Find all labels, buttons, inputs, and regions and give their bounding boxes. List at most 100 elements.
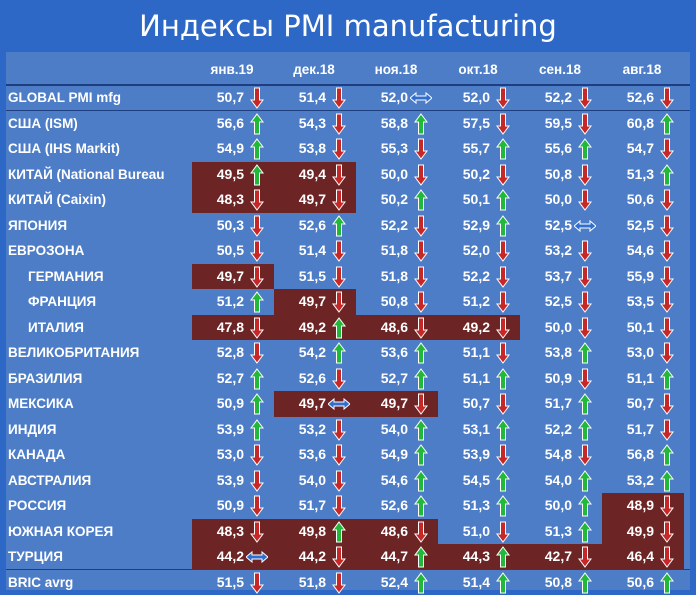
table-cell: 59,5 <box>520 111 602 137</box>
cell-value: 51,1 <box>446 340 490 366</box>
cell-value: 51,7 <box>610 417 654 443</box>
table-cell: 55,6 <box>520 136 602 162</box>
highlighted-cell: 44,7 <box>356 544 438 570</box>
arrow-up-icon <box>656 470 678 492</box>
arrow-up-icon <box>246 164 268 186</box>
cell-value: 53,9 <box>446 442 490 468</box>
highlighted-cell: 44,2 <box>192 544 274 570</box>
cell-value: 51,3 <box>446 493 490 519</box>
table-cell: 55,7 <box>438 136 520 162</box>
arrow-up-icon <box>656 113 678 135</box>
arrow-down-icon <box>328 113 350 135</box>
table-cell: 54,0 <box>520 468 602 494</box>
cell-value: 51,4 <box>282 238 326 264</box>
row-label: США (IHS Markit) <box>8 136 120 162</box>
arrow-down-icon <box>246 87 268 109</box>
table-cell: 53,8 <box>274 136 356 162</box>
cell-value: 51,5 <box>200 570 244 595</box>
cell-value: 54,6 <box>364 468 408 494</box>
cell-value: 50,2 <box>364 187 408 213</box>
table-cell: 56,6 <box>192 111 274 137</box>
cell-value: 51,8 <box>364 264 408 290</box>
highlighted-cell: 48,9 <box>602 493 684 519</box>
arrow-down-icon <box>492 266 514 288</box>
arrow-down-icon <box>574 189 596 211</box>
arrow-down-icon <box>574 546 596 568</box>
arrow-up-icon <box>246 291 268 313</box>
arrow-up-icon <box>574 138 596 160</box>
cell-value: 53,2 <box>528 238 572 264</box>
arrow-down-icon <box>574 266 596 288</box>
table-cell: 51,3 <box>438 493 520 519</box>
arrow-down-icon <box>410 521 432 543</box>
arrow-down-icon <box>492 240 514 262</box>
arrow-up-icon <box>246 393 268 415</box>
cell-value: 50,1 <box>610 315 654 341</box>
table-cell: 50,1 <box>602 315 684 341</box>
arrow-up-icon <box>492 138 514 160</box>
table-cell: 52,4 <box>356 570 438 595</box>
cell-value: 52,6 <box>364 493 408 519</box>
arrow-down-icon <box>574 368 596 390</box>
table-cell: 50,3 <box>192 213 274 239</box>
arrow-up-icon <box>410 546 432 568</box>
table-cell: 50,2 <box>356 187 438 213</box>
table-cell: 52,7 <box>192 366 274 392</box>
arrow-up-icon <box>410 368 432 390</box>
row-label: ФРАНЦИЯ <box>28 289 96 315</box>
arrow-up-icon <box>574 342 596 364</box>
cell-value: 49,7 <box>282 187 326 213</box>
table-cell: 53,1 <box>438 417 520 443</box>
table-cell: 50,0 <box>520 315 602 341</box>
table-cell: 53,2 <box>274 417 356 443</box>
column-header: сен.18 <box>518 52 602 85</box>
arrow-up-icon <box>574 470 596 492</box>
arrow-down-icon <box>492 521 514 543</box>
table-cell: 51,5 <box>274 264 356 290</box>
table-cell: 50,6 <box>602 570 684 595</box>
cell-value: 52,2 <box>364 213 408 239</box>
arrow-down-icon <box>328 138 350 160</box>
cell-value: 50,9 <box>200 391 244 417</box>
page-title: Индексы PMI manufacturing <box>0 0 696 52</box>
highlighted-cell: 49,7 <box>274 391 356 417</box>
cell-value: 49,7 <box>364 391 408 417</box>
arrow-down-icon <box>246 521 268 543</box>
table-cell: 50,7 <box>602 391 684 417</box>
arrow-down-icon <box>492 291 514 313</box>
arrow-down-icon <box>246 240 268 262</box>
arrow-up-icon <box>246 113 268 135</box>
arrow-up-icon <box>492 368 514 390</box>
arrow-up-icon <box>410 444 432 466</box>
cell-value: 50,0 <box>528 493 572 519</box>
table-cell: 52,6 <box>274 213 356 239</box>
highlighted-cell: 49,2 <box>438 315 520 341</box>
row-label: США (ISM) <box>8 111 78 137</box>
arrow-up-icon <box>246 138 268 160</box>
cell-value: 50,2 <box>446 162 490 188</box>
cell-value: 55,7 <box>446 136 490 162</box>
cell-value: 52,2 <box>528 417 572 443</box>
arrow-up-icon <box>410 572 432 594</box>
arrow-down-icon <box>574 240 596 262</box>
arrow-left-right-icon <box>246 546 268 568</box>
table-cell: 52,2 <box>520 417 602 443</box>
cell-value: 54,5 <box>446 468 490 494</box>
arrow-down-icon <box>492 164 514 186</box>
table-cell: 50,9 <box>520 366 602 392</box>
cell-value: 54,9 <box>364 442 408 468</box>
table-cell: 55,9 <box>602 264 684 290</box>
arrow-down-icon <box>246 215 268 237</box>
cell-value: 59,5 <box>528 111 572 137</box>
cell-value: 52,5 <box>610 213 654 239</box>
cell-value: 50,5 <box>200 238 244 264</box>
arrow-left-right-icon <box>328 393 350 415</box>
cell-value: 51,4 <box>446 570 490 595</box>
arrow-up-icon <box>410 342 432 364</box>
